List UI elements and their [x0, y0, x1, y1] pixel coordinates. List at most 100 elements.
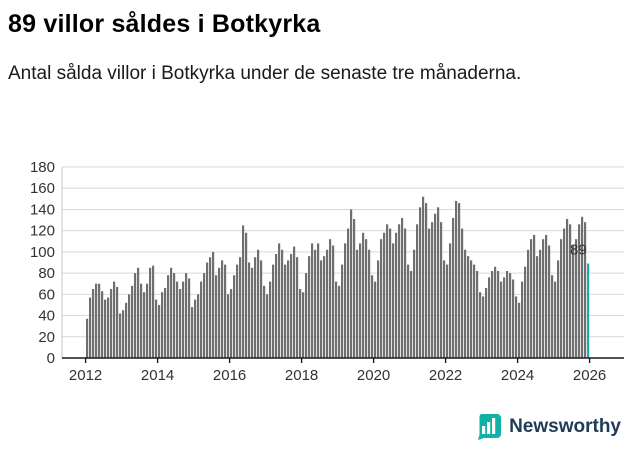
y-axis-label: 60	[38, 286, 55, 303]
bar	[407, 264, 410, 358]
bar	[338, 285, 341, 358]
bar	[476, 270, 479, 358]
bar	[278, 243, 281, 358]
bar	[554, 281, 557, 358]
bar	[446, 264, 449, 358]
bar	[143, 292, 146, 358]
bar	[131, 285, 134, 358]
bar	[215, 275, 218, 358]
bar	[170, 267, 173, 358]
bar	[461, 228, 464, 358]
bar	[257, 249, 260, 358]
bar	[539, 249, 542, 358]
bar	[263, 285, 266, 358]
bar	[536, 256, 539, 358]
bar	[389, 228, 392, 358]
x-axis-label: 2024	[501, 367, 534, 384]
bar	[320, 260, 323, 358]
x-axis-label: 2012	[69, 367, 102, 384]
bar	[431, 222, 434, 358]
bar	[269, 281, 272, 358]
x-axis-label: 2022	[429, 367, 462, 384]
bar	[266, 294, 269, 358]
x-axis-label: 2020	[357, 367, 390, 384]
bar	[260, 260, 263, 358]
bar	[560, 239, 563, 358]
bar	[293, 246, 296, 358]
bar	[488, 277, 491, 358]
bar	[284, 264, 287, 358]
bar	[164, 287, 167, 358]
bar	[134, 273, 137, 358]
bar	[533, 234, 536, 358]
bar	[545, 234, 548, 358]
bar	[572, 245, 575, 358]
bar	[317, 243, 320, 358]
bar	[245, 232, 248, 358]
y-axis-label: 180	[30, 159, 55, 176]
bar	[557, 260, 560, 358]
bar	[371, 275, 374, 358]
y-axis-label: 100	[30, 244, 55, 261]
bar	[185, 273, 188, 358]
bar	[209, 257, 212, 358]
bar	[449, 243, 452, 358]
bar	[221, 260, 224, 358]
brand-name: Newsworthy	[509, 415, 621, 437]
bar	[494, 266, 497, 358]
bar	[191, 307, 194, 358]
bar	[287, 260, 290, 358]
bar	[308, 256, 311, 358]
bar	[458, 203, 461, 358]
bar	[95, 283, 98, 358]
bar	[323, 256, 326, 358]
bar	[335, 281, 338, 358]
bar	[578, 224, 581, 358]
bar	[128, 294, 131, 358]
bar	[434, 213, 437, 358]
bar	[473, 264, 476, 358]
bar	[356, 249, 359, 358]
bar	[512, 279, 515, 358]
bar	[563, 228, 566, 358]
bar	[377, 260, 380, 358]
bar	[353, 218, 356, 358]
bar	[314, 249, 317, 358]
bar	[173, 273, 176, 358]
bar	[416, 224, 419, 358]
bar	[152, 265, 155, 358]
y-axis-label: 140	[30, 201, 55, 218]
chart-subtitle: Antal sålda villor i Botkyrka under de s…	[8, 63, 522, 84]
bar	[116, 286, 119, 358]
bar	[506, 270, 509, 358]
bar	[401, 217, 404, 358]
bar	[404, 228, 407, 358]
bar	[425, 203, 428, 358]
bar	[548, 245, 551, 358]
bar	[395, 232, 398, 358]
x-axis-label: 2016	[213, 367, 246, 384]
bar	[368, 249, 371, 358]
bar	[518, 302, 521, 358]
bar	[224, 264, 227, 358]
bar	[467, 256, 470, 358]
bar	[509, 273, 512, 358]
bar	[113, 281, 116, 358]
bar	[347, 228, 350, 358]
bar	[206, 262, 209, 358]
bar	[182, 281, 185, 358]
bar	[119, 313, 122, 358]
annotation-value: 89	[570, 242, 587, 259]
bar	[584, 222, 587, 358]
bar	[386, 224, 389, 358]
bar	[101, 291, 104, 358]
bar	[392, 243, 395, 358]
bar	[158, 304, 161, 358]
bar-chart: 0 20 40 60 80 100 120 140 160 180 2012 2014 2016 2018…	[30, 159, 624, 384]
bar	[485, 287, 488, 358]
bar	[542, 239, 545, 358]
bar	[92, 289, 95, 358]
bar	[122, 310, 125, 358]
bar	[482, 296, 485, 358]
bar	[275, 254, 278, 358]
